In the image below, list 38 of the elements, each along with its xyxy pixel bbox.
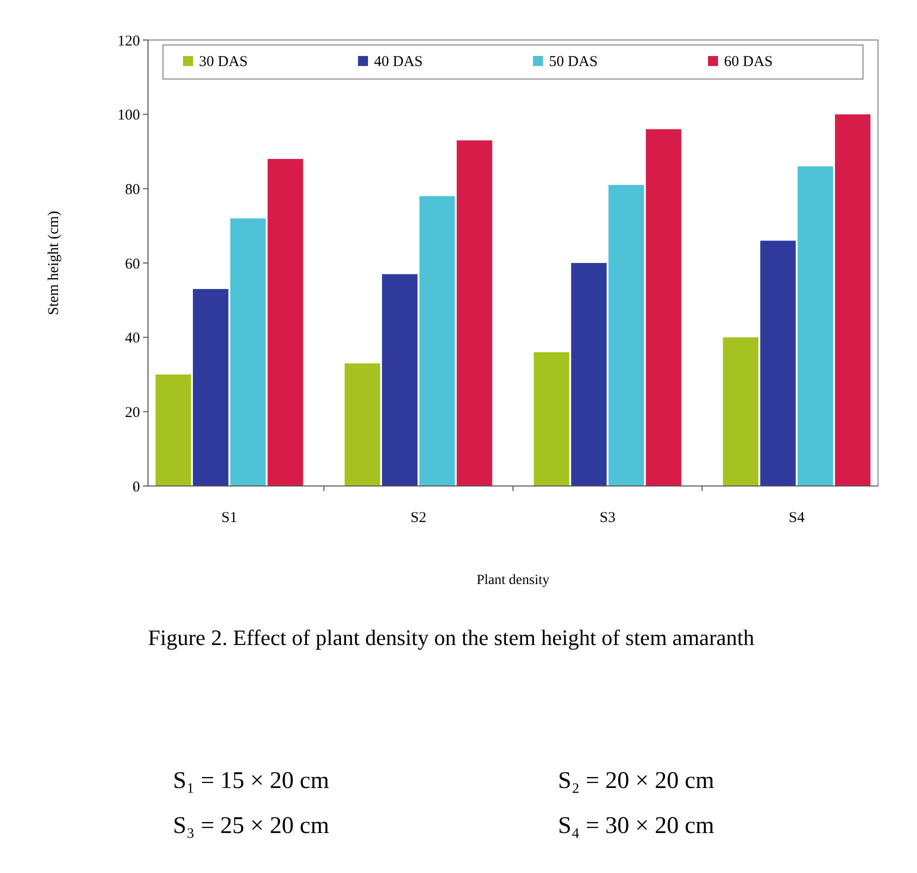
text: S₁ = 15 × 20 cm	[173, 768, 330, 794]
y-tick-label: 60	[125, 256, 140, 272]
y-tick-label: 0	[132, 479, 140, 496]
bar	[760, 240, 796, 486]
bar	[192, 289, 228, 486]
x-axis-title: Plant density	[476, 573, 550, 588]
bar	[156, 374, 192, 486]
bar	[608, 184, 644, 486]
bar	[419, 196, 455, 486]
y-tick-label: 100	[118, 108, 140, 124]
y-tick-label: 80	[125, 182, 140, 198]
text: S₄ = 30 × 20 cm	[558, 813, 714, 839]
x-tick-label: S2	[410, 510, 426, 526]
bar	[571, 263, 607, 486]
bar	[646, 129, 682, 486]
legend-label: 50 DAS	[549, 54, 598, 70]
x-tick-label: S1	[221, 510, 238, 526]
bar	[534, 352, 570, 486]
bar	[834, 114, 870, 486]
x-tick-label: S3	[600, 510, 616, 526]
legend-label: 40 DAS	[374, 54, 423, 70]
y-tick-label: 20	[125, 404, 140, 421]
bar	[798, 166, 834, 486]
y-tick-label: 40	[125, 330, 140, 347]
legend-label: 60 DAS	[724, 54, 773, 70]
bar	[344, 363, 380, 486]
x-tick-label: S4	[788, 510, 806, 526]
bar	[230, 218, 266, 486]
y-tick-label: 120	[118, 33, 140, 50]
caption: Figure 2. Effect of plant density on the stem height of stem amaranth	[148, 625, 754, 650]
bar	[382, 274, 418, 486]
text: S₃ = 25 × 20 cm	[173, 813, 330, 839]
text: S₂ = 20 × 20 cm	[558, 768, 714, 794]
y-axis-title: Stem height (cm)	[46, 210, 62, 316]
bar	[268, 158, 304, 486]
bar	[722, 337, 758, 486]
bar	[456, 140, 492, 486]
legend-label: 30 DAS	[199, 54, 248, 70]
